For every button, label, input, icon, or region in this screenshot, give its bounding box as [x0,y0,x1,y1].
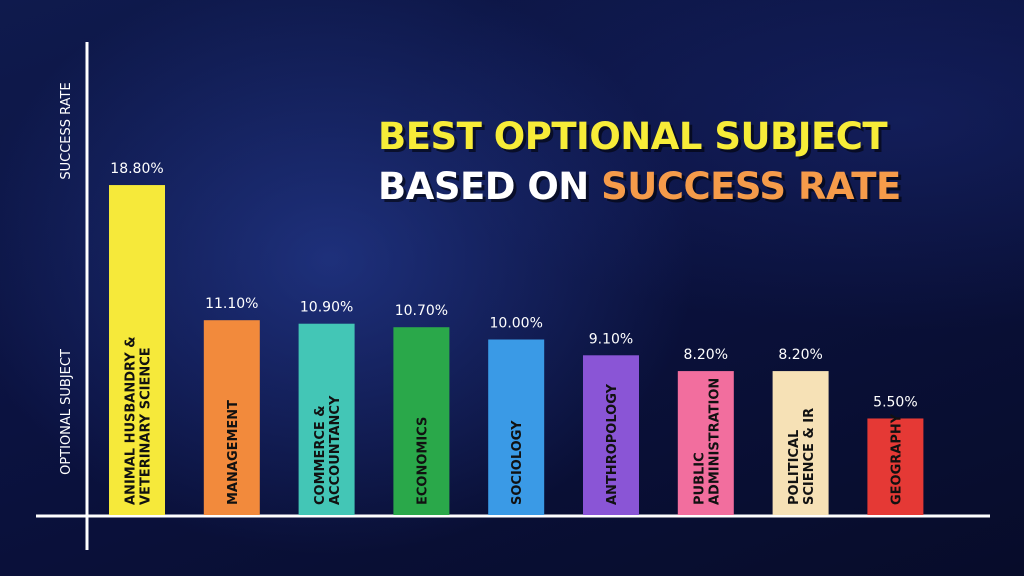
category-label-1: ANIMAL HUSBANDRY &VETERINARY SCIENCE [124,336,154,505]
bar-9 [867,418,924,515]
category-label-line: ECONOMICS [415,417,430,505]
x-axis-label: OPTIONAL SUBJECT [59,349,74,475]
category-label-line: POLITICAL [787,430,802,505]
title-line-1: BEST OPTIONAL SUBJECT [378,115,888,158]
category-label-7: PUBLICADMINISTRATION [692,378,722,505]
y-axis-label: SUCCESS RATE [59,82,74,179]
bar-4 [393,327,450,515]
bar-3 [298,323,355,515]
category-label-6: ANTHROPOLOGY [605,383,620,505]
category-label-line: ACCOUNTANCY [328,395,343,505]
category-label-line: ANIMAL HUSBANDRY & [124,336,139,505]
category-label-2: MANAGEMENT [226,400,241,505]
category-label-4: ECONOMICS [415,417,430,505]
bar-7 [677,371,734,515]
value-label-6: 9.10% [589,331,633,347]
value-label-8: 8.20% [778,347,822,363]
category-label-5: SOCIOLOGY [510,420,525,505]
category-label-line: PUBLIC [692,452,707,505]
bar-1 [109,185,165,515]
bar-5 [488,339,545,515]
category-label-9: GEOGRAPHY [889,413,904,505]
category-label-line: SOCIOLOGY [510,420,525,505]
category-label-line: VETERINARY SCIENCE [139,347,154,505]
category-label-line: COMMERCE & [313,405,328,505]
value-label-3: 10.90% [300,300,353,316]
bar-8 [772,371,829,515]
value-label-7: 8.20% [684,347,728,363]
category-label-3: COMMERCE &ACCOUNTANCY [313,395,343,505]
value-label-4: 10.70% [395,303,448,319]
value-label-9: 5.50% [873,394,917,410]
chart-title: BEST OPTIONAL SUBJECT BASED ON SUCCESS R… [378,112,938,212]
category-label-line: SCIENCE & IR [802,408,817,505]
value-label-1: 18.80% [110,161,163,177]
bar-2 [203,320,260,515]
category-label-line: GEOGRAPHY [889,413,904,505]
category-label-line: ANTHROPOLOGY [605,383,620,505]
category-label-line: MANAGEMENT [226,400,241,505]
title-line-2: BASED ON SUCCESS RATE [378,162,938,212]
value-label-2: 11.10% [205,296,258,312]
title-line-2-prefix: BASED ON [378,165,602,208]
value-label-5: 10.00% [490,316,543,332]
bar-6 [583,355,639,515]
category-label-8: POLITICALSCIENCE & IR [787,408,817,505]
category-label-line: ADMINISTRATION [707,378,722,505]
title-line-2-highlight: SUCCESS RATE [601,165,901,208]
